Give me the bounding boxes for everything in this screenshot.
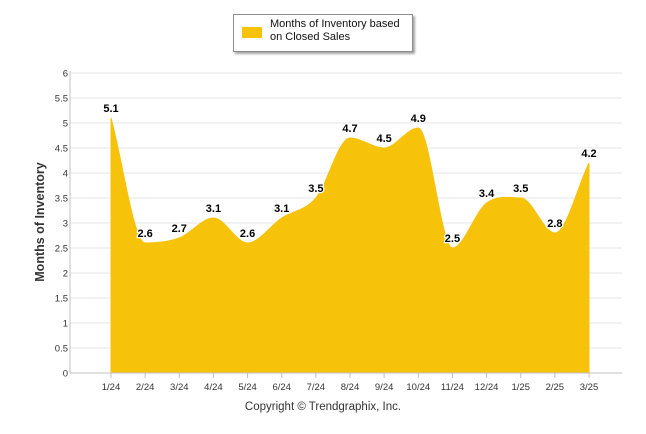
x-tick-label: 1/25 bbox=[511, 382, 530, 393]
data-labels: 5.1 2.6 2.7 3.1 2.6 3.1 3.5 4.7 4.5 4.9 2.5 3.4 3.5 2… bbox=[102, 102, 598, 247]
x-tick-label: 9/24 bbox=[375, 382, 394, 393]
data-label: 3.4 bbox=[479, 188, 495, 200]
legend-label-line-2: on Closed Sales bbox=[270, 31, 351, 43]
y-tick-label: 3.5 bbox=[55, 194, 68, 205]
data-label: 2.6 bbox=[240, 228, 255, 240]
area-fill bbox=[110, 117, 590, 374]
y-tick-label: 1.5 bbox=[55, 294, 68, 305]
legend-swatch bbox=[242, 27, 262, 38]
data-label: 4.5 bbox=[376, 133, 391, 145]
legend: Months of Inventory based on Closed Sale… bbox=[233, 14, 413, 52]
legend-label-line-1: Months of Inventory based bbox=[270, 18, 400, 30]
y-axis-title-text: Months of Inventory bbox=[33, 162, 47, 282]
x-tick-label: 7/24 bbox=[307, 382, 326, 393]
data-label: 2.6 bbox=[137, 228, 152, 240]
x-tick-label: 3/24 bbox=[170, 382, 189, 393]
data-label: 5.1 bbox=[103, 103, 118, 115]
y-tick-label: 2 bbox=[63, 269, 68, 280]
y-tick-label: 3 bbox=[63, 219, 68, 230]
x-tick-label: 6/24 bbox=[272, 382, 291, 393]
y-tick-label: 5.5 bbox=[55, 94, 68, 105]
axes: 0 0.5 1 1.5 2 2.5 3 3.5 4 4.5 5 5.5 6 1/24 2/24 3/24 4/2… bbox=[55, 69, 622, 393]
y-tick-label: 1 bbox=[63, 319, 68, 330]
x-tick-label: 10/24 bbox=[406, 382, 430, 393]
x-tick-label: 2/24 bbox=[136, 382, 155, 393]
x-tick-label: 12/24 bbox=[475, 382, 499, 393]
data-label: 4.2 bbox=[581, 148, 596, 160]
copyright-text: Copyright © Trendgraphix, Inc. bbox=[244, 401, 402, 413]
x-tick-label: 11/24 bbox=[441, 382, 464, 393]
y-tick-label: 2.5 bbox=[55, 244, 68, 255]
data-label: 3.5 bbox=[308, 183, 323, 195]
data-label: 3.1 bbox=[274, 203, 289, 215]
y-tick-label: 5 bbox=[63, 119, 68, 130]
y-tick-label: 0.5 bbox=[55, 344, 68, 355]
x-tick-label: 1/24 bbox=[102, 382, 121, 393]
y-tick-label: 4.5 bbox=[55, 144, 68, 155]
y-tick-label: 6 bbox=[63, 69, 68, 80]
x-tick-label: 8/24 bbox=[341, 382, 360, 393]
y-tick-label: 0 bbox=[63, 369, 68, 380]
data-label: 2.8 bbox=[547, 218, 562, 230]
data-label: 4.7 bbox=[342, 123, 357, 135]
x-tick-label: 3/25 bbox=[580, 382, 599, 393]
data-label: 2.5 bbox=[445, 233, 460, 245]
y-tick-label: 4 bbox=[63, 169, 68, 180]
data-label: 2.7 bbox=[172, 223, 187, 235]
area-series bbox=[110, 117, 590, 374]
legend-label: Months of Inventory based on Closed Sale… bbox=[270, 18, 410, 44]
x-tick-label: 2/25 bbox=[546, 382, 565, 393]
x-tick-label: 4/24 bbox=[204, 382, 223, 393]
data-label: 3.1 bbox=[206, 203, 221, 215]
data-label: 4.9 bbox=[411, 113, 426, 125]
x-tick-label: 5/24 bbox=[238, 382, 257, 393]
data-label: 3.5 bbox=[513, 183, 528, 195]
